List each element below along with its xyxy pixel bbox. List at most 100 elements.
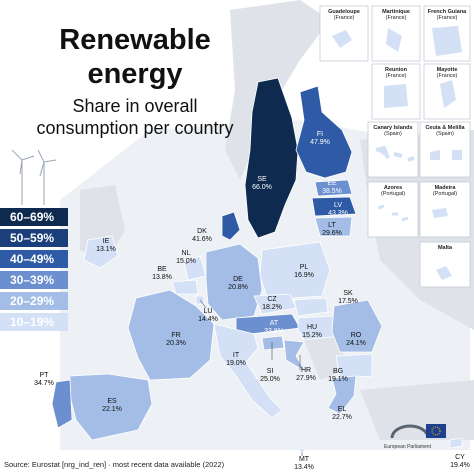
country-label-cz: CZ 18.2% bbox=[258, 296, 286, 312]
country-value: 47.9% bbox=[310, 139, 330, 146]
country-value: 25.0% bbox=[260, 376, 280, 383]
inset-islands bbox=[332, 26, 462, 280]
publisher-name: European Parliament bbox=[384, 444, 431, 450]
inset-title: Guadeloupe (France) bbox=[320, 9, 368, 21]
country-code: NL bbox=[181, 250, 191, 257]
country-code: BG bbox=[332, 368, 344, 375]
country-sk[interactable] bbox=[293, 297, 329, 317]
country-pl[interactable] bbox=[259, 241, 331, 301]
country-code: LU bbox=[203, 308, 213, 315]
country-value: 22.1% bbox=[102, 406, 122, 413]
country-cy[interactable] bbox=[449, 437, 463, 449]
country-ie[interactable] bbox=[83, 235, 119, 269]
country-code: HR bbox=[300, 367, 312, 374]
country-code: DK bbox=[197, 228, 207, 235]
inset-name: Madeira bbox=[434, 185, 456, 191]
country-fr[interactable] bbox=[127, 289, 215, 381]
country-code: EL bbox=[337, 406, 347, 413]
country-value: 66.0% bbox=[252, 184, 272, 191]
country-lt[interactable] bbox=[314, 216, 353, 237]
inset-title: Madeira (Portugal) bbox=[420, 185, 470, 197]
country-value: 22.7% bbox=[332, 414, 352, 421]
subtitle-line-1: Share in overall bbox=[72, 96, 198, 116]
country-code: LV bbox=[333, 202, 343, 209]
country-be[interactable] bbox=[171, 279, 199, 295]
country-pt[interactable] bbox=[51, 379, 73, 429]
inset-name: Martinique bbox=[382, 9, 410, 15]
inset-country: (Spain) bbox=[436, 131, 454, 137]
country-at[interactable] bbox=[235, 313, 301, 335]
country-label-dk: DK 41.6% bbox=[188, 228, 216, 244]
inset-country: (Spain) bbox=[384, 131, 402, 137]
country-value: 15.0% bbox=[176, 258, 196, 265]
country-label-bg: BG 19.1% bbox=[324, 368, 352, 384]
subtitle-line-2: consumption per country bbox=[36, 118, 234, 138]
country-se[interactable] bbox=[244, 77, 299, 239]
country-code: CZ bbox=[267, 296, 277, 303]
country-code: FI bbox=[316, 131, 324, 138]
country-value: 18.2% bbox=[262, 304, 282, 311]
inset-name: Azores bbox=[383, 185, 403, 191]
country-code: DE bbox=[233, 276, 243, 283]
country-code: SK bbox=[343, 290, 353, 297]
country-code: SE bbox=[257, 176, 267, 183]
country-label-lu: LU 14.4% bbox=[194, 308, 222, 324]
inset-name: Mayotte bbox=[436, 67, 458, 73]
country-value: 19.4% bbox=[450, 462, 470, 469]
country-fi[interactable] bbox=[295, 85, 353, 179]
country-code: PL bbox=[299, 264, 309, 271]
country-value: 13.8% bbox=[152, 274, 172, 281]
country-value: 34.7% bbox=[34, 380, 54, 387]
country-code: FR bbox=[171, 332, 181, 339]
country-code: SI bbox=[266, 368, 274, 375]
inset-title: French Guiana (France) bbox=[424, 9, 470, 21]
country-de[interactable] bbox=[205, 243, 263, 321]
parliament-logo bbox=[390, 424, 446, 439]
country-value: 14.4% bbox=[198, 316, 218, 323]
legend-item: 50–59% bbox=[0, 229, 68, 247]
country-value: 17.5% bbox=[338, 298, 358, 305]
country-lv[interactable] bbox=[311, 196, 357, 217]
title-line-2: energy bbox=[87, 58, 183, 90]
country-label-nl: NL 15.0% bbox=[172, 250, 200, 266]
country-label-fi: FI 47.9% bbox=[306, 131, 334, 147]
country-label-es: ES 22.1% bbox=[98, 398, 126, 414]
country-it[interactable] bbox=[213, 323, 283, 419]
inset-country: (France) bbox=[385, 73, 407, 79]
country-code: IT bbox=[232, 352, 240, 359]
inset-title: Martinique (France) bbox=[372, 9, 420, 21]
country-label-sk: SK 17.5% bbox=[334, 290, 362, 306]
country-code: EE bbox=[327, 180, 337, 187]
country-value: 27.9% bbox=[296, 375, 316, 382]
country-label-it: IT 19.0% bbox=[222, 352, 250, 368]
country-dk[interactable] bbox=[221, 211, 241, 241]
country-value: 20.3% bbox=[166, 340, 186, 347]
title-line-1: Renewable bbox=[59, 24, 211, 56]
country-mt[interactable] bbox=[299, 447, 305, 453]
country-ee[interactable] bbox=[314, 179, 353, 197]
inset-name: Malta bbox=[437, 245, 453, 251]
country-code: CY bbox=[455, 454, 465, 461]
country-value: 41.6% bbox=[192, 236, 212, 243]
source-note: Source: Eurostat [nrg_ind_ren] · most re… bbox=[4, 460, 225, 469]
legend-item: 10–19% bbox=[0, 313, 68, 331]
inset-country: (France) bbox=[436, 15, 458, 21]
country-el[interactable] bbox=[327, 375, 357, 415]
country-hu[interactable] bbox=[297, 315, 341, 341]
country-bg[interactable] bbox=[335, 353, 373, 379]
country-value: 20.8% bbox=[228, 284, 248, 291]
inset-country: (Portugal) bbox=[380, 191, 406, 197]
country-value: 19.0% bbox=[226, 360, 246, 367]
country-label-si: SI 25.0% bbox=[256, 368, 284, 384]
country-si[interactable] bbox=[261, 335, 285, 351]
country-hr[interactable] bbox=[283, 339, 307, 373]
legend-item: 30–39% bbox=[0, 271, 68, 289]
country-es[interactable] bbox=[69, 373, 153, 441]
country-value: 13.4% bbox=[294, 464, 314, 471]
wind-turbines-icon bbox=[11, 149, 57, 205]
country-ro[interactable] bbox=[331, 299, 383, 353]
inset-title: Reunion (France) bbox=[372, 67, 420, 79]
country-value: 29.6% bbox=[322, 230, 342, 237]
inset-name: French Guiana bbox=[427, 9, 467, 15]
